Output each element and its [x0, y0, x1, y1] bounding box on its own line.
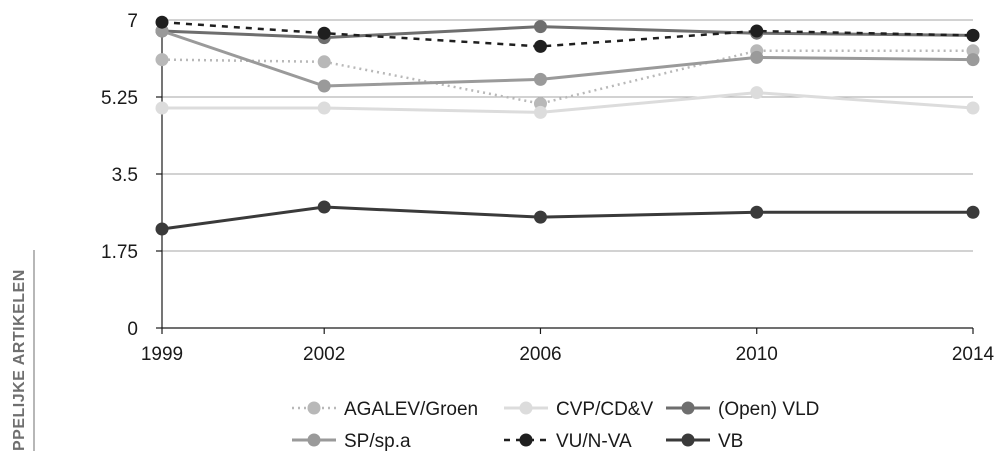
series-2 — [155, 20, 980, 45]
legend-swatch-marker — [681, 433, 695, 447]
data-point — [533, 210, 547, 224]
data-point — [317, 26, 331, 40]
y-tick-label: 7 — [127, 11, 138, 32]
legend-item: (Open) VLD — [666, 399, 819, 420]
legend-swatch-marker — [307, 401, 321, 415]
data-point — [750, 50, 764, 64]
legend-item: SP/sp.a — [292, 431, 411, 451]
series-line — [161, 205, 973, 231]
series-line — [162, 91, 974, 114]
side-label: PPELIJKE ARTIKELEN — [11, 269, 28, 451]
data-point — [966, 101, 980, 115]
data-point — [155, 15, 169, 29]
x-tick-label: 2014 — [952, 344, 995, 365]
series-line — [161, 49, 973, 105]
x-tick-label: 2002 — [303, 344, 345, 365]
y-tick-label: 3.5 — [112, 165, 138, 186]
legend-swatch-marker — [681, 401, 695, 415]
legend-swatch-marker — [307, 433, 321, 447]
data-point — [317, 55, 331, 69]
series-line — [161, 25, 974, 40]
series-line — [161, 29, 974, 88]
series-line — [161, 20, 974, 48]
data-point — [750, 24, 764, 38]
y-tick-label: 1.75 — [101, 242, 138, 263]
data-point — [750, 86, 764, 100]
legend-label: CVP/CD&V — [556, 399, 653, 420]
legend-label: VU/N-VA — [556, 431, 632, 451]
data-point — [533, 20, 547, 34]
legend-label: AGALEV/Groen — [344, 399, 478, 420]
legend-label: VB — [718, 431, 743, 451]
data-point — [317, 101, 331, 115]
data-point — [155, 53, 169, 67]
data-point — [750, 205, 764, 219]
x-tick-label: 1999 — [141, 344, 183, 365]
data-point — [533, 72, 547, 86]
legend-item: VU/N-VA — [504, 431, 632, 451]
series-layer — [155, 15, 980, 236]
series-5 — [155, 200, 980, 236]
legend-swatch-marker — [519, 401, 533, 415]
legend: AGALEV/Groen CVP/CD&V (Open) VLD SP/sp.a VU/… — [292, 399, 819, 451]
data-point — [155, 222, 169, 236]
data-point — [533, 39, 547, 53]
data-point — [966, 205, 980, 219]
legend-label: (Open) VLD — [718, 399, 819, 420]
y-tick-label: 0 — [127, 319, 138, 340]
data-point — [966, 53, 980, 67]
data-point — [317, 79, 331, 93]
legend-item: AGALEV/Groen — [292, 399, 478, 420]
data-point — [317, 200, 331, 214]
legend-swatch-marker — [519, 433, 533, 447]
data-point — [966, 28, 980, 42]
legend-item: CVP/CD&V — [504, 399, 653, 420]
x-tick-label: 2006 — [519, 344, 561, 365]
data-point — [533, 105, 547, 119]
legend-item: VB — [666, 431, 743, 451]
data-point — [155, 101, 169, 115]
y-tick-label: 5.25 — [101, 88, 138, 109]
axes: 0 1.75 3.5 5.25 7 1999 2002 2006 2010 2014 — [101, 11, 995, 365]
x-tick-label: 2010 — [736, 344, 778, 365]
series-3 — [155, 24, 980, 93]
series-4 — [155, 15, 980, 53]
legend-label: SP/sp.a — [344, 431, 411, 451]
series-1 — [155, 86, 980, 119]
